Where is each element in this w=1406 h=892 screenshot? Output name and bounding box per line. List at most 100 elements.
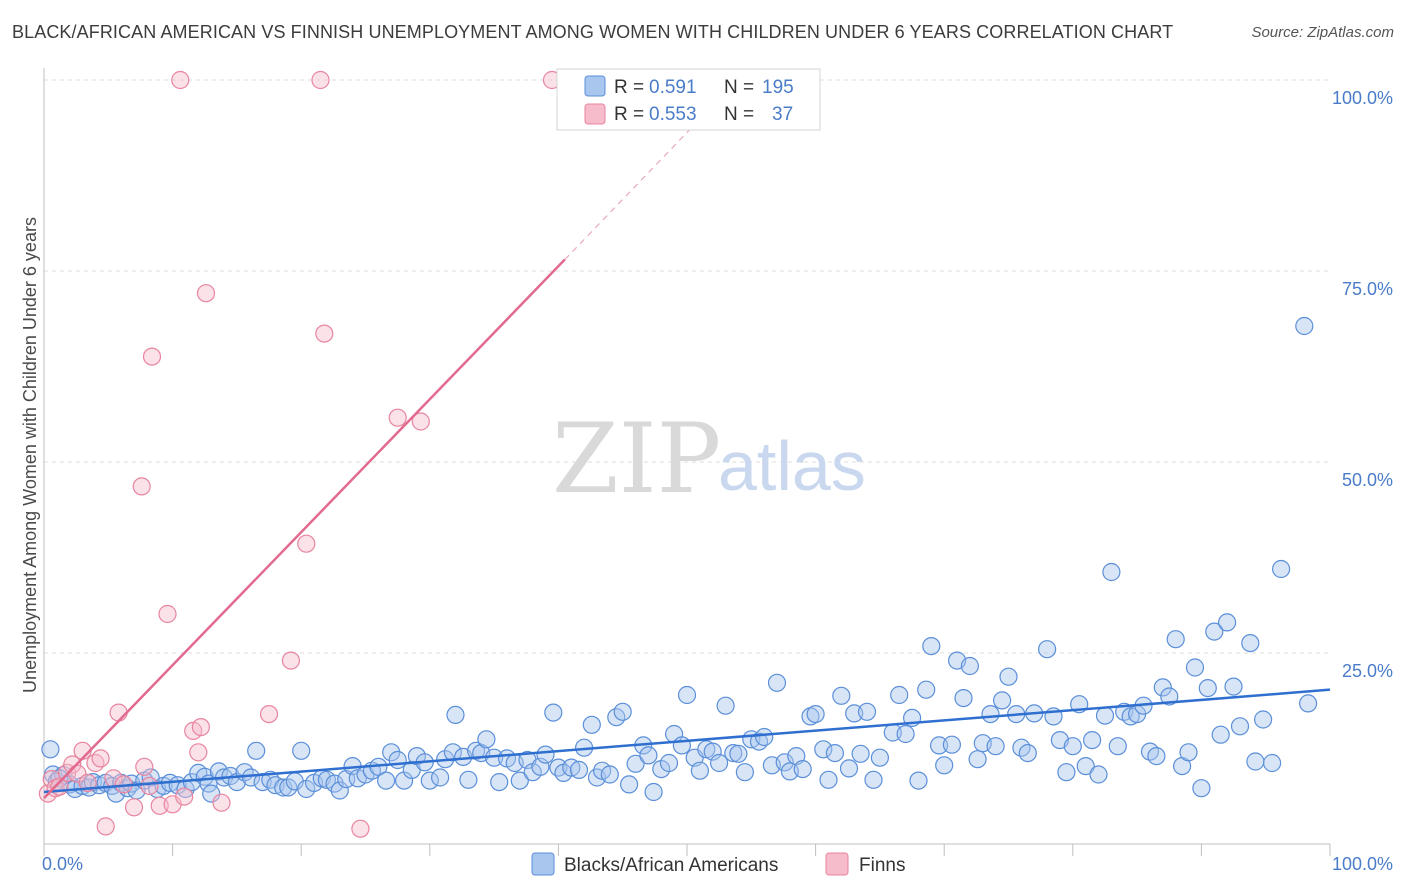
legend-correlation: R = 0.591 N = 195 R = 0.553 N = 37 (556, 68, 821, 131)
y-tick-label: 75.0% (1342, 279, 1393, 299)
y-tick-labels: 25.0% 50.0% 75.0% 100.0% (1332, 88, 1393, 681)
data-point (1185, 658, 1205, 677)
legend-r-value-blacks: 0.591 (649, 77, 697, 98)
data-point (1241, 633, 1260, 653)
data-point (1102, 562, 1121, 582)
data-point (1089, 765, 1108, 784)
data-point (968, 750, 987, 769)
data-point (1230, 717, 1250, 736)
data-point (158, 604, 177, 624)
data-point (839, 759, 859, 778)
data-point (870, 748, 890, 767)
trend-line-finns (43, 258, 566, 800)
data-point (196, 284, 216, 303)
data-point (935, 756, 954, 775)
data-point (644, 782, 663, 802)
data-point (1224, 677, 1243, 696)
data-point (729, 744, 748, 763)
data-point (544, 703, 563, 722)
data-point (992, 691, 1012, 710)
data-point (274, 778, 293, 797)
x-tick-label-min: 0.0% (42, 854, 83, 874)
data-point (311, 70, 330, 90)
data-point (1295, 316, 1314, 336)
data-point (735, 763, 755, 782)
data-point (292, 741, 311, 760)
data-point (619, 775, 639, 794)
data-point (1057, 763, 1076, 782)
legend-r-label: R = (614, 77, 644, 98)
trend-lines (43, 125, 1331, 800)
data-point (767, 673, 787, 692)
data-point (443, 743, 462, 762)
data-point (1153, 678, 1172, 697)
watermark-zip: ZIP (552, 403, 721, 515)
data-point (832, 686, 851, 705)
watermark: ZIP atlas (552, 403, 866, 515)
chart-title: BLACK/AFRICAN AMERICAN VS FINNISH UNEMPL… (12, 22, 1174, 42)
axes (43, 68, 1331, 856)
data-point (1147, 746, 1166, 766)
data-point (1063, 737, 1082, 756)
data-point (659, 753, 679, 773)
source-credit: Source: ZipAtlas.com (1251, 24, 1394, 41)
data-point (677, 685, 697, 705)
data-point (806, 704, 825, 724)
data-point (330, 781, 349, 800)
data-point (716, 696, 735, 715)
data-point (446, 705, 465, 725)
data-point (490, 772, 509, 792)
data-point (1211, 725, 1230, 744)
data-point (626, 754, 645, 773)
data-point (814, 740, 833, 759)
data-point (142, 347, 162, 366)
data-point (297, 534, 316, 553)
data-point (281, 651, 300, 670)
data-point (960, 656, 980, 676)
data-point (709, 753, 729, 773)
data-point (1198, 678, 1217, 698)
data-point (1160, 687, 1179, 706)
x-tick-label-max: 100.0% (1332, 854, 1393, 874)
data-point (942, 735, 962, 754)
trend-line-blacks (43, 688, 1331, 794)
data-point (259, 704, 279, 724)
legend-r-value-finns: 0.553 (649, 104, 697, 125)
data-point (929, 736, 949, 755)
data-point (896, 724, 915, 744)
data-point (954, 688, 973, 708)
data-point (1095, 706, 1115, 725)
data-point (212, 793, 231, 812)
data-point (1271, 559, 1291, 579)
data-point (909, 771, 928, 790)
data-point (825, 743, 845, 763)
data-point (1205, 622, 1224, 641)
data-point (1192, 779, 1211, 798)
data-point (388, 408, 407, 427)
data-point (377, 771, 396, 790)
series-blacks (41, 316, 1318, 803)
data-point (477, 730, 496, 749)
data-point (1037, 640, 1057, 659)
data-point (999, 667, 1018, 686)
legend-bottom-label-finns: Finns (859, 855, 905, 876)
x-tick-labels: 0.0% 100.0% (42, 854, 1393, 874)
gridlines (44, 79, 1330, 654)
data-point (549, 758, 568, 777)
data-point (191, 717, 210, 737)
watermark-atlas: atlas (718, 427, 866, 505)
data-point (755, 727, 774, 747)
legend-swatch-finns (584, 103, 606, 125)
data-point (1082, 730, 1102, 750)
data-point (1076, 756, 1095, 776)
data-point (1217, 613, 1237, 632)
data-point (775, 753, 794, 772)
data-point (600, 765, 619, 784)
data-point (1018, 743, 1037, 763)
data-point (41, 740, 60, 759)
data-point (124, 798, 144, 817)
data-point (613, 702, 632, 721)
data-point (431, 768, 450, 787)
legend-swatch-blacks (584, 75, 606, 97)
